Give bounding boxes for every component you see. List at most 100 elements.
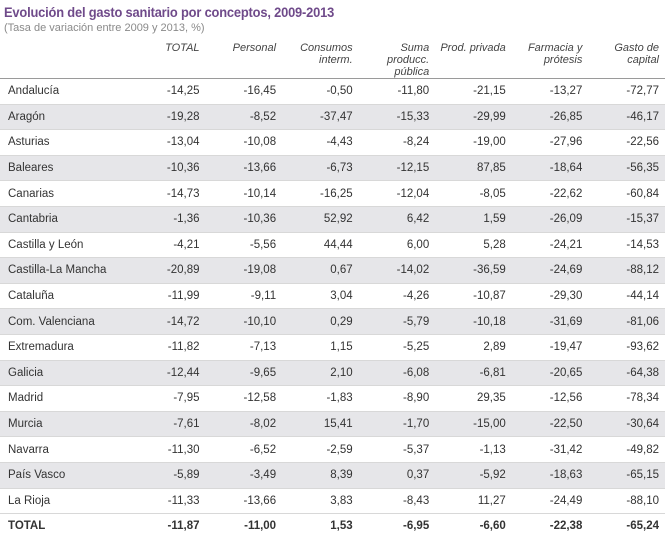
table-cell: -14,53 — [588, 232, 665, 259]
table-cell: -21,15 — [435, 78, 512, 105]
table-cell: -8,02 — [205, 411, 283, 438]
table-cell: 8,39 — [282, 462, 359, 489]
table-cell: -26,85 — [511, 104, 589, 131]
table-cell: -12,15 — [358, 155, 436, 182]
table-body: Andalucía -14,25 -16,45 -0,50 -11,80 -21,15 -1… — [0, 78, 665, 539]
table-cell: -13,27 — [511, 78, 589, 105]
table-cell: -12,44 — [128, 360, 206, 387]
page-subtitle: (Tasa de variación entre 2009 y 2013, %) — [4, 22, 205, 34]
table-cell: -13,66 — [205, 488, 283, 515]
table-row: País Vasco -5,89 -3,49 8,39 0,37 -5,92 -18,63-… — [0, 462, 665, 489]
table-cell: -26,09 — [511, 206, 589, 233]
row-label: Asturias — [0, 129, 129, 156]
table-cell: -12,04 — [358, 180, 436, 207]
total-cell: -6,95 — [358, 513, 436, 539]
table-row: Extremadura -11,82 -7,13 1,15 -5,25 2,89 -19,4… — [0, 334, 665, 361]
table-cell: -10,18 — [435, 308, 512, 335]
table-cell: -0,50 — [282, 78, 359, 105]
table-cell: -4,21 — [128, 232, 206, 259]
table-cell: -10,10 — [205, 308, 283, 335]
table-cell: -13,04 — [128, 129, 206, 156]
table-row: Asturias -13,04 -10,08 -4,43 -8,24 -19,00 -27,… — [0, 129, 665, 156]
table-cell: -10,08 — [205, 129, 283, 156]
table-cell: -19,28 — [128, 104, 206, 131]
table-cell: -65,15 — [588, 462, 665, 489]
table-cell: 52,92 — [282, 206, 359, 233]
table-row: Murcia -7,61 -8,02 15,41 -1,70 -15,00 -22,50 -3… — [0, 411, 665, 438]
column-header: Prod. privada — [435, 39, 512, 79]
table-cell: 5,28 — [435, 232, 512, 259]
table-cell: 2,10 — [282, 360, 359, 387]
row-label: Andalucía — [0, 78, 129, 105]
table-row: Cataluña -11,99 -9,11 3,04 -4,26 -10,87 -29,30… — [0, 283, 665, 310]
table-cell: -6,52 — [205, 436, 283, 463]
row-label: Cataluña — [0, 283, 129, 310]
table-cell: -11,82 — [128, 334, 206, 361]
table-cell: -29,30 — [511, 283, 589, 310]
column-header: Gasto de capital — [588, 39, 665, 79]
table-cell: -20,89 — [128, 257, 206, 284]
column-header: Farmacia y prótesis — [511, 39, 589, 79]
table-cell: 44,44 — [282, 232, 359, 259]
total-cell: -65,24 — [588, 513, 665, 539]
table-cell: -15,00 — [435, 411, 512, 438]
table-cell: -4,26 — [358, 283, 436, 310]
table-cell: -6,81 — [435, 360, 512, 387]
table-cell: -78,34 — [588, 385, 665, 412]
table-cell: -19,47 — [511, 334, 589, 361]
table-cell: -12,58 — [205, 385, 283, 412]
table-cell: -46,17 — [588, 104, 665, 131]
table-cell: -6,08 — [358, 360, 436, 387]
table-cell: -8,52 — [205, 104, 283, 131]
table-cell: -18,64 — [511, 155, 589, 182]
column-header: Consumos interm. — [282, 39, 359, 79]
column-header: Personal — [205, 39, 283, 79]
table-cell: -36,59 — [435, 257, 512, 284]
table-cell: -11,99 — [128, 283, 206, 310]
total-cell: -6,60 — [435, 513, 512, 539]
table-cell: -12,56 — [511, 385, 589, 412]
table-cell: 3,83 — [282, 488, 359, 515]
table-cell: -56,35 — [588, 155, 665, 182]
table-cell: 15,41 — [282, 411, 359, 438]
table-row: Canarias -14,73 -10,14 -16,25 -12,04 -8,05 -22… — [0, 180, 665, 207]
row-label: Aragón — [0, 104, 129, 131]
table-cell: -30,64 — [588, 411, 665, 438]
total-row: TOTAL -11,87 -11,00 1,53 -6,95 -6,60 -22,38 -65… — [0, 513, 665, 539]
row-label: Cantabria — [0, 206, 129, 233]
table-cell: -60,84 — [588, 180, 665, 207]
table-cell: -27,96 — [511, 129, 589, 156]
row-label: Murcia — [0, 411, 129, 438]
table-cell: 87,85 — [435, 155, 512, 182]
table-header-row: TOTAL Personal Consumos interm. Suma produc… — [0, 39, 665, 79]
table-cell: -11,80 — [358, 78, 436, 105]
table-cell: -5,37 — [358, 436, 436, 463]
table-cell: -81,06 — [588, 308, 665, 335]
table-cell: 1,59 — [435, 206, 512, 233]
column-header — [0, 39, 129, 79]
table-cell: -14,73 — [128, 180, 206, 207]
total-label: TOTAL — [0, 513, 129, 539]
total-cell: -11,87 — [128, 513, 206, 539]
table-cell: -5,25 — [358, 334, 436, 361]
row-label: Galicia — [0, 360, 129, 387]
table-cell: -5,89 — [128, 462, 206, 489]
table-row: Aragón -19,28 -8,52 -37,47 -15,33 -29,99 -26,8… — [0, 104, 665, 131]
table-cell: -8,43 — [358, 488, 436, 515]
table-cell: -19,08 — [205, 257, 283, 284]
table-cell: -7,13 — [205, 334, 283, 361]
table-cell: -93,62 — [588, 334, 665, 361]
table-cell: -18,63 — [511, 462, 589, 489]
table-cell: -22,62 — [511, 180, 589, 207]
table-cell: -13,66 — [205, 155, 283, 182]
table-cell: -7,61 — [128, 411, 206, 438]
table-cell: -8,24 — [358, 129, 436, 156]
column-header: Suma producc. pública — [358, 39, 436, 79]
table-cell: -37,47 — [282, 104, 359, 131]
total-cell: -22,38 — [511, 513, 589, 539]
table-cell: -20,65 — [511, 360, 589, 387]
table-row: La Rioja -11,33 -13,66 3,83 -8,43 11,27 -24,49… — [0, 488, 665, 515]
table-row: Galicia -12,44 -9,65 2,10 -6,08 -6,81 -20,65 -6… — [0, 360, 665, 387]
table-cell: -24,21 — [511, 232, 589, 259]
table-cell: -10,36 — [205, 206, 283, 233]
